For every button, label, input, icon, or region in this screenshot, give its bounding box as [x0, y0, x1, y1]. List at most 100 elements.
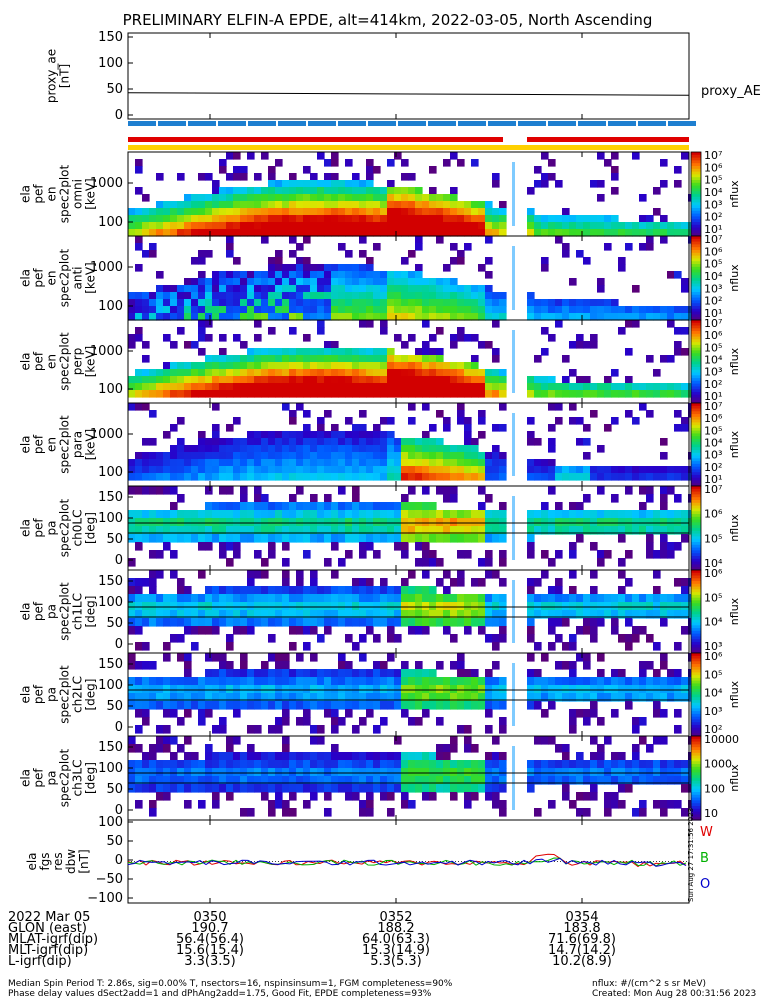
pa-cell — [387, 760, 395, 769]
colorbar-cell — [691, 814, 701, 818]
spec-cell — [359, 376, 367, 384]
pa-cell — [464, 784, 472, 793]
spec-cell — [478, 215, 486, 223]
spec-cell — [128, 222, 136, 230]
spec-cell — [282, 369, 290, 377]
spec-cell — [422, 320, 430, 328]
pa-cell — [457, 701, 465, 710]
spec-cell — [359, 313, 367, 321]
pa-cell — [394, 693, 402, 702]
colorbar-cell — [691, 502, 701, 507]
spec-cell — [261, 236, 269, 244]
pa-cell — [464, 526, 472, 535]
spec-cell — [212, 278, 220, 286]
pa-cell — [667, 776, 675, 785]
spec-cell — [254, 459, 262, 467]
colorbar-tick-label: 10² — [704, 211, 722, 224]
spec-cell — [226, 222, 234, 230]
pa-cell — [296, 776, 304, 785]
spec-cell — [317, 459, 325, 467]
pa-cell — [303, 669, 311, 678]
y-axis-label: en — [45, 354, 59, 369]
pa-cell — [387, 526, 395, 535]
spec-cell — [282, 473, 290, 481]
colorbar-cell — [691, 233, 701, 237]
pa-cell — [443, 626, 451, 635]
pa-cell — [541, 594, 549, 603]
pa-cell — [611, 618, 619, 627]
pa-cell — [205, 542, 213, 551]
spec-cell — [660, 236, 668, 244]
pa-cell — [254, 610, 262, 619]
pa-cell — [331, 570, 339, 579]
spec-cell — [282, 306, 290, 314]
pa-cell — [261, 610, 269, 619]
spec-cell — [331, 355, 339, 363]
pa-cell — [149, 677, 157, 686]
spec-cell — [303, 194, 311, 202]
spec-cell — [191, 208, 199, 216]
spec-cell — [275, 222, 283, 230]
pa-cell — [212, 626, 220, 635]
pa-cell — [436, 776, 444, 785]
spec-cell — [464, 417, 472, 425]
pa-cell — [303, 534, 311, 543]
colorbar-cell — [691, 328, 701, 332]
spec-cell — [499, 222, 507, 230]
spec-cell — [296, 187, 304, 195]
pa-cell — [387, 752, 395, 761]
spec-cell — [422, 431, 430, 439]
spec-cell — [387, 187, 395, 195]
spec-cell — [457, 222, 465, 230]
spec-cell — [674, 348, 682, 356]
pa-cell — [422, 542, 430, 551]
pa-cell — [499, 502, 507, 511]
pa-cell — [170, 768, 178, 777]
spec-cell — [205, 299, 213, 307]
spec-cell — [331, 390, 339, 398]
pa-cell — [296, 685, 304, 694]
pa-cell — [352, 602, 360, 611]
spec-cell — [289, 348, 297, 356]
pa-cell — [562, 594, 570, 603]
spec-cell — [268, 257, 276, 265]
pa-cell — [450, 594, 458, 603]
pa-cell — [247, 586, 255, 595]
spec-cell — [464, 285, 472, 293]
spec-cell — [555, 222, 563, 230]
colorbar-tick-label: 10⁵ — [704, 668, 722, 681]
spec-cell — [275, 180, 283, 188]
spec-cell — [345, 473, 353, 481]
spec-cell — [387, 313, 395, 321]
spec-cell — [198, 473, 206, 481]
spec-cell — [156, 466, 164, 474]
pa-cell — [562, 752, 570, 761]
spec-cell — [534, 383, 542, 391]
spec-cell — [352, 369, 360, 377]
pa-cell — [541, 602, 549, 611]
pa-cell — [464, 800, 472, 809]
spec-cell — [464, 383, 472, 391]
pa-cell — [471, 669, 479, 678]
colorbar-cell — [691, 614, 701, 618]
spec-cell — [177, 215, 185, 223]
pa-cell — [457, 661, 465, 670]
spec-cell — [604, 376, 612, 384]
pa-cell — [240, 776, 248, 785]
spec-cell — [317, 383, 325, 391]
spec-cell — [310, 264, 318, 272]
pa-cell — [583, 768, 591, 777]
spec-cell — [338, 355, 346, 363]
colorbar-cell — [691, 622, 701, 626]
pa-cell — [156, 518, 164, 527]
spec-cell — [408, 299, 416, 307]
spec-cell — [331, 438, 339, 446]
pa-cell — [422, 526, 430, 535]
x-cell: 183.8 — [563, 921, 601, 936]
spec-cell — [457, 229, 465, 237]
pa-cell — [240, 693, 248, 702]
pa-cell — [247, 693, 255, 702]
x-cell: 10.2(8.9) — [552, 954, 612, 969]
spec-cell — [590, 466, 598, 474]
spec-cell — [296, 438, 304, 446]
